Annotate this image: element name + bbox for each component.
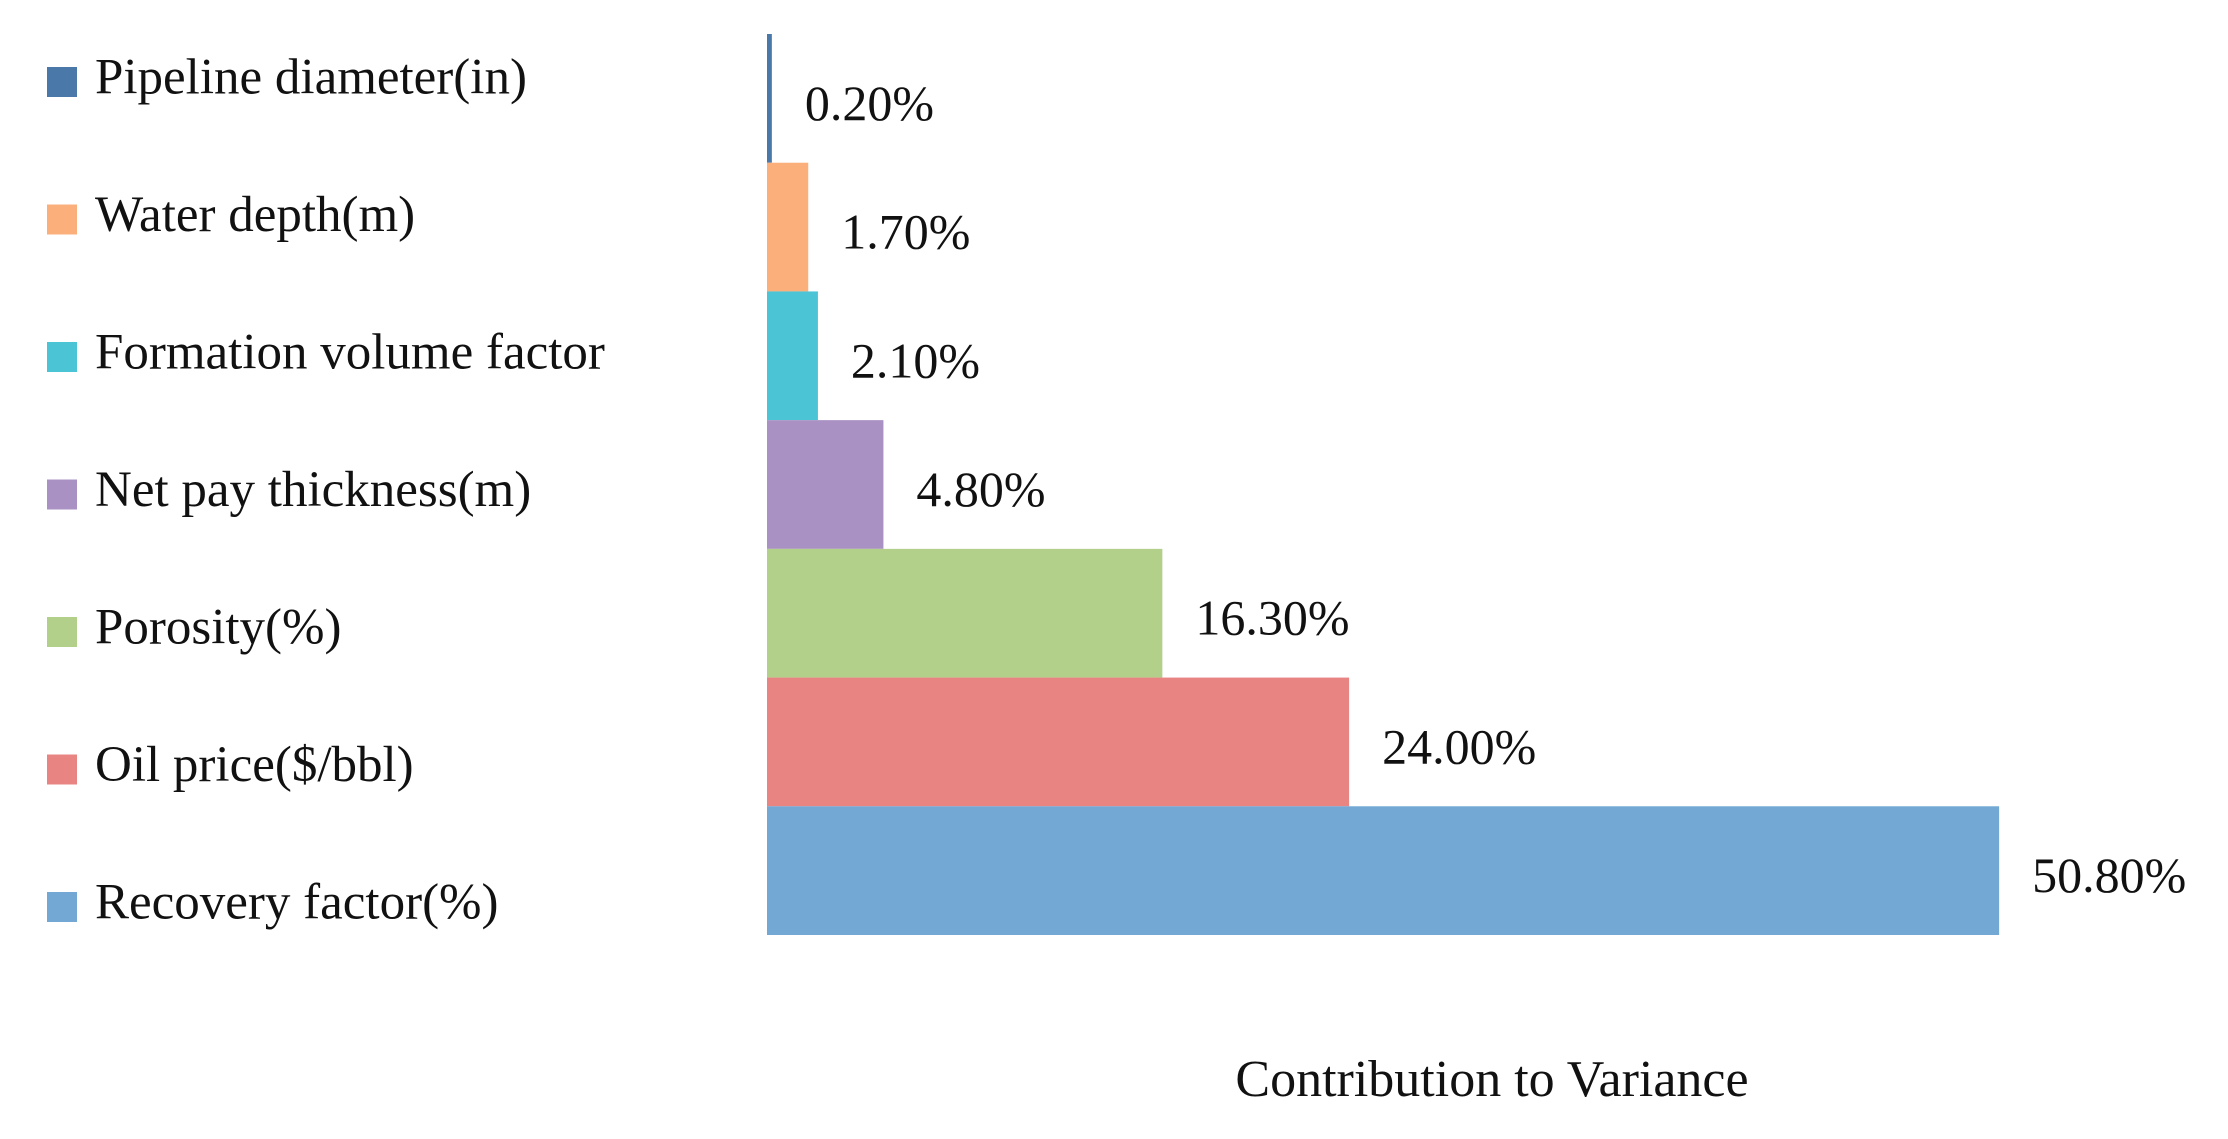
bar xyxy=(767,34,772,163)
legend-label: Formation volume factor xyxy=(95,325,605,381)
legend-swatch xyxy=(47,204,77,235)
legend-swatch xyxy=(47,67,77,97)
value-label: 0.20% xyxy=(805,75,934,131)
legend-label: Recovery factor(%) xyxy=(95,875,499,931)
bar xyxy=(767,677,1350,807)
bar xyxy=(767,291,818,421)
legend-swatch xyxy=(47,342,77,372)
value-label: 2.10% xyxy=(851,332,980,388)
legend-swatch xyxy=(47,892,77,922)
legend-swatch xyxy=(47,479,77,510)
legend-swatch xyxy=(47,754,77,785)
bar xyxy=(767,548,1163,678)
legend-label: Oil price($/bbl) xyxy=(95,737,414,793)
legend-swatch xyxy=(47,617,77,647)
value-label: 1.70% xyxy=(841,204,970,260)
legend-label: Net pay thickness(m) xyxy=(95,462,531,518)
value-label: 16.30% xyxy=(1195,590,1349,646)
legend-label: Porosity(%) xyxy=(95,600,341,656)
value-label: 50.80% xyxy=(2032,847,2186,903)
value-label: 4.80% xyxy=(916,461,1045,517)
bar xyxy=(767,806,2000,935)
value-label: 24.00% xyxy=(1382,718,1536,774)
legend-label: Pipeline diameter(in) xyxy=(95,50,527,106)
bar xyxy=(767,162,809,292)
x-axis-title: Contribution to Variance xyxy=(1235,1051,1748,1108)
bar xyxy=(767,420,884,549)
legend-label: Water depth(m) xyxy=(95,187,415,243)
